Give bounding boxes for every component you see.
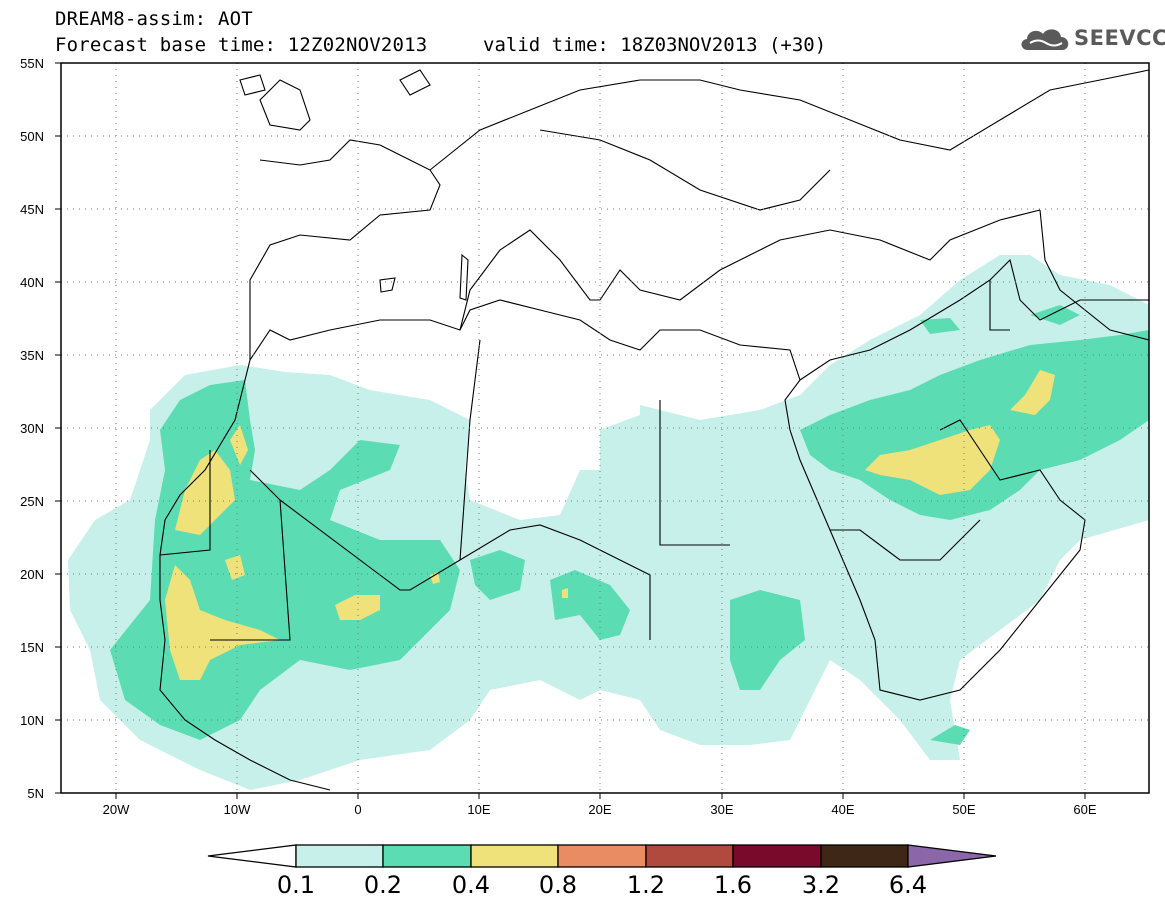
colorbar-swatch — [470, 844, 559, 868]
lon-label: 10E — [467, 802, 490, 817]
lat-labels: 55N 50N 45N 40N 35N 30N 25N 20N 15N 10N … — [20, 56, 44, 801]
colorbar — [207, 844, 997, 868]
lon-label: 20W — [103, 802, 130, 817]
lat-label: 40N — [20, 275, 44, 290]
valid-time: valid time: 18Z03NOV2013 (+30) — [483, 34, 827, 56]
lat-ticks — [55, 62, 61, 794]
colorbar-swatch — [645, 844, 734, 868]
lon-label: 0 — [354, 802, 361, 817]
lat-label: 45N — [20, 202, 44, 217]
forecast-base-time: Forecast base time: 12Z02NOV2013 — [55, 34, 428, 56]
grid-lines — [61, 63, 1149, 793]
colorbar-swatch — [820, 844, 909, 868]
colorbar-label: 0.2 — [364, 871, 402, 899]
lat-label: 5N — [27, 786, 44, 801]
colorbar-swatch — [557, 844, 647, 868]
colorbar-label: 1.6 — [714, 871, 752, 899]
lon-labels: 20W 10W 0 10E 20E 30E 40E 50E 60E — [103, 802, 1097, 817]
lon-label: 60E — [1073, 802, 1096, 817]
lat-label: 55N — [20, 56, 44, 71]
lat-label: 15N — [20, 640, 44, 655]
lat-label: 35N — [20, 348, 44, 363]
lon-label: 30E — [710, 802, 733, 817]
colorbar-label: 0.1 — [277, 871, 315, 899]
colorbar-label: 3.2 — [802, 871, 840, 899]
chart-title: DREAM8-assim: AOT — [55, 8, 253, 30]
lon-label: 10W — [224, 802, 251, 817]
colorbar-arrow-high — [907, 844, 997, 868]
aot-band-0.4-0.8 — [165, 370, 1055, 680]
cloud-icon — [1021, 29, 1069, 50]
logo-text: SEEVCCC — [1074, 26, 1165, 50]
lon-ticks — [115, 793, 1086, 799]
lon-label: 40E — [831, 802, 854, 817]
lat-label: 30N — [20, 421, 44, 436]
colorbar-swatch — [295, 844, 384, 868]
lat-label: 10N — [20, 713, 44, 728]
seevccc-logo: SEEVCCC — [1018, 24, 1165, 54]
colorbar-swatch — [732, 844, 822, 868]
colorbar-arrow-low — [207, 844, 297, 868]
coastlines — [159, 69, 1149, 791]
lon-label: 50E — [952, 802, 975, 817]
colorbar-labels: 0.1 0.2 0.4 0.8 1.2 1.6 3.2 6.4 — [277, 871, 927, 899]
colorbar-label: 0.8 — [539, 871, 577, 899]
colorbar-label: 0.4 — [452, 871, 490, 899]
colorbar-swatch — [382, 844, 472, 868]
lat-label: 20N — [20, 567, 44, 582]
aot-field — [68, 255, 1149, 790]
colorbar-label: 6.4 — [889, 871, 927, 899]
colorbar-label: 1.2 — [627, 871, 665, 899]
lat-label: 50N — [20, 129, 44, 144]
lat-label: 25N — [20, 494, 44, 509]
lon-label: 20E — [588, 802, 611, 817]
